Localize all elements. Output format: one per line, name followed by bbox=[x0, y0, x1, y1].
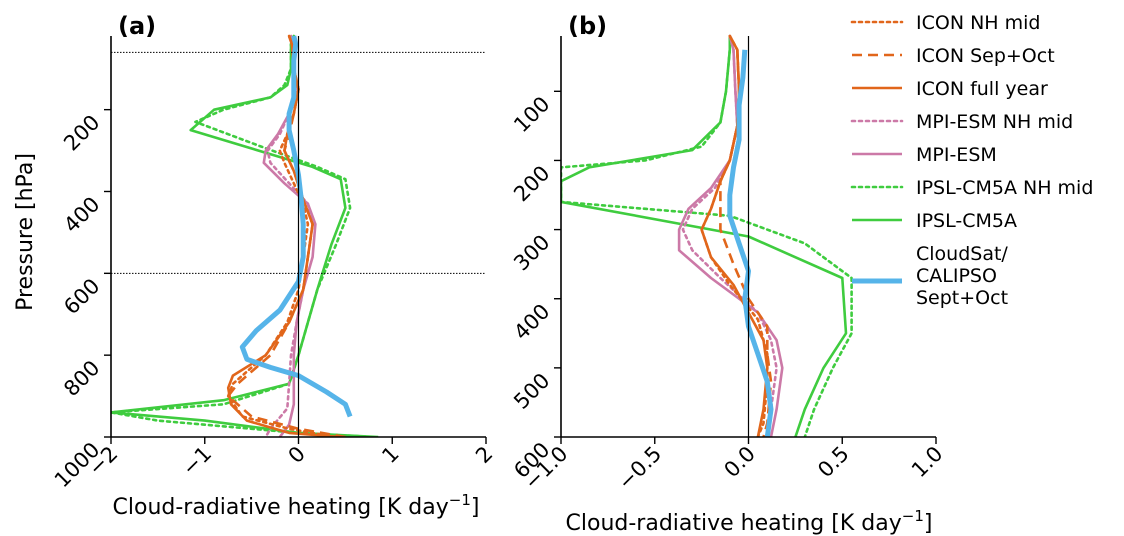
x-tick-label: 1 bbox=[377, 442, 403, 468]
panel-a-y-axis-label: Pressure [hPa] bbox=[13, 153, 38, 311]
legend-item-mpi: MPI-ESM bbox=[852, 144, 997, 166]
y-tick-label: 800 bbox=[59, 356, 104, 401]
legend-item-mpi-nh: MPI-ESM NH mid bbox=[850, 111, 1073, 133]
series-line-ipsl bbox=[561, 36, 848, 437]
y-tick-label: 300 bbox=[509, 230, 554, 275]
legend-label: MPI-ESM bbox=[916, 144, 997, 166]
series-line-icon-so bbox=[226, 35, 346, 437]
legend-item-ipsl-nh: IPSL-CM5A NH mid bbox=[850, 177, 1093, 199]
legend-label: ICON full year bbox=[916, 78, 1048, 100]
legend-label: Sept+Oct bbox=[916, 287, 1008, 309]
x-tick-label: 0.5 bbox=[813, 442, 854, 483]
legend-label: IPSL-CM5A NH mid bbox=[916, 177, 1093, 199]
x-tick-label: −0.5 bbox=[613, 442, 666, 495]
legend-item-ipsl: IPSL-CM5A bbox=[852, 210, 1017, 232]
y-tick-label: 200 bbox=[509, 161, 554, 206]
legend-label: CALIPSO bbox=[916, 265, 997, 287]
panel-b-x-ticks: −1.0 −0.5 0.0 0.5 1.0 bbox=[520, 437, 948, 495]
legend-item-icon-nh: ICON NH mid bbox=[850, 12, 1040, 34]
x-tick-label: 0 bbox=[284, 442, 310, 468]
legend-item-icon-so: ICON Sep+Oct bbox=[852, 45, 1055, 67]
panel-a-series bbox=[111, 34, 379, 437]
series-line-obs bbox=[727, 49, 774, 437]
series-line-ipsl bbox=[111, 35, 379, 437]
series-line-icon-fy bbox=[226, 35, 341, 437]
panel-a-x-axis-label: Cloud-radiative heating [K day−1] bbox=[113, 491, 480, 520]
legend-label: ICON Sep+Oct bbox=[916, 45, 1055, 67]
series-line-obs bbox=[239, 35, 353, 418]
legend: ICON NH mid ICON Sep+Oct ICON full year MPI… bbox=[850, 12, 1093, 309]
legend-label: ICON NH mid bbox=[916, 12, 1040, 34]
panel-a-x-ticks: −2 −1 0 1 2 bbox=[84, 437, 498, 480]
y-tick-label: 600 bbox=[59, 274, 104, 319]
legend-label: IPSL-CM5A bbox=[916, 210, 1017, 232]
panel-b-series bbox=[561, 34, 853, 437]
x-tick-label: −1 bbox=[177, 442, 216, 481]
y-tick-label: 400 bbox=[59, 192, 104, 237]
series-line-ipsl-nh bbox=[561, 34, 853, 437]
x-tick-label: 2 bbox=[471, 442, 497, 468]
x-tick-label: 1.0 bbox=[907, 442, 948, 483]
legend-item-icon-fy: ICON full year bbox=[852, 78, 1048, 100]
y-tick-label: 400 bbox=[509, 299, 554, 344]
legend-label: MPI-ESM NH mid bbox=[916, 111, 1073, 133]
panel-b-x-axis-label: Cloud-radiative heating [K day−1] bbox=[566, 507, 933, 536]
x-tick-label: 0.0 bbox=[719, 442, 760, 483]
y-tick-label: 500 bbox=[509, 368, 554, 413]
y-tick-label: 100 bbox=[509, 92, 554, 137]
series-line-mpi bbox=[677, 35, 784, 437]
y-tick-label: 200 bbox=[59, 110, 104, 155]
series-line-mpi-nh bbox=[681, 34, 778, 437]
legend-label: CloudSat/ bbox=[916, 243, 1008, 265]
panel-a-label: (a) bbox=[118, 12, 156, 40]
panel-b-label: (b) bbox=[568, 12, 607, 40]
